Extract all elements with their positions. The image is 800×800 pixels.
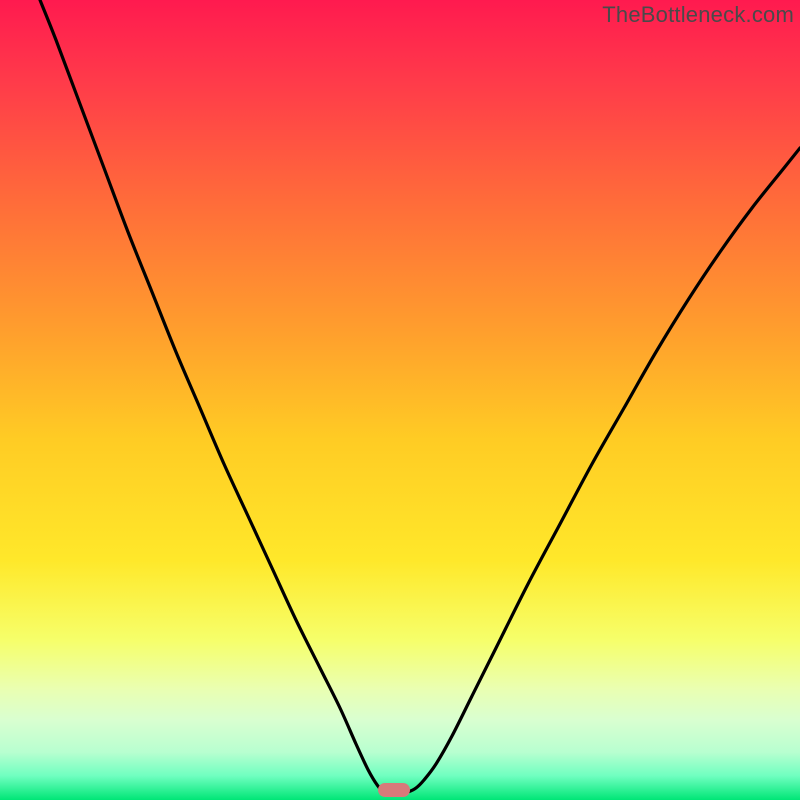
watermark-text: TheBottleneck.com <box>602 2 794 28</box>
chart-container: TheBottleneck.com <box>0 0 800 800</box>
bottleneck-curve <box>0 0 800 800</box>
bottleneck-curve-path <box>40 0 800 794</box>
optimum-marker-pill <box>378 783 410 797</box>
